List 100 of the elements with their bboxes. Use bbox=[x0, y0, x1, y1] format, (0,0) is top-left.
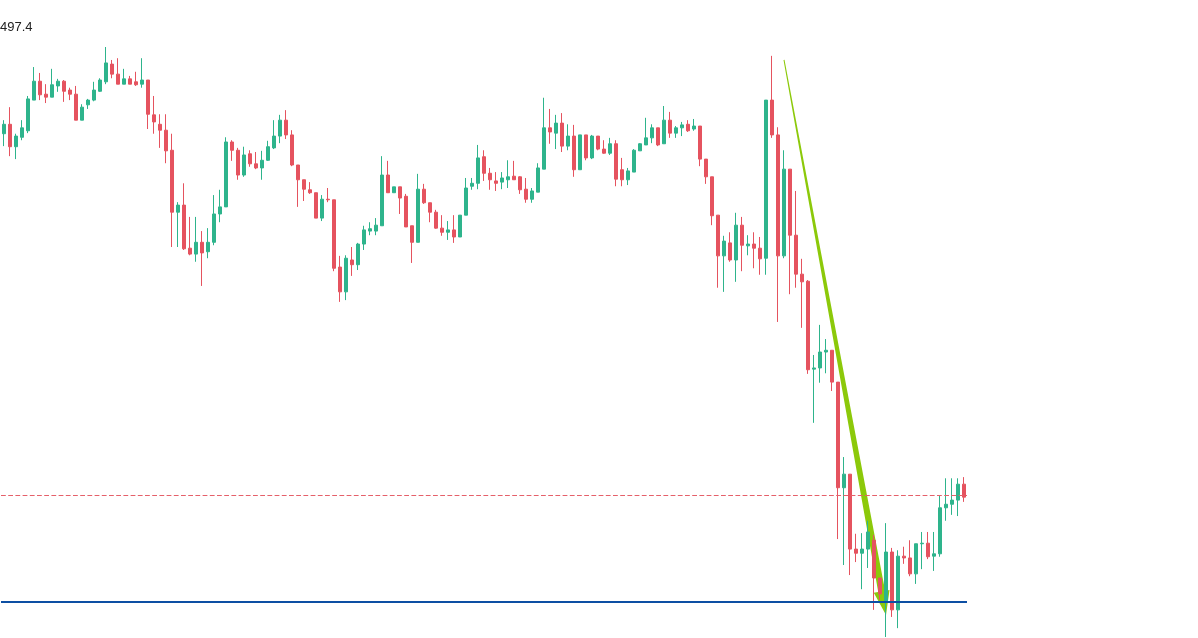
candlestick bbox=[536, 162, 540, 193]
candlestick bbox=[530, 187, 534, 204]
candlestick bbox=[50, 68, 54, 98]
candlestick bbox=[194, 216, 198, 263]
candlestick bbox=[62, 79, 66, 103]
candlestick bbox=[914, 543, 918, 585]
candlestick bbox=[878, 577, 882, 601]
candlestick bbox=[938, 495, 942, 558]
candlestick bbox=[950, 477, 954, 516]
candlestick bbox=[446, 220, 450, 241]
candlestick bbox=[716, 214, 720, 289]
candlestick bbox=[596, 135, 600, 151]
candlestick bbox=[392, 186, 396, 194]
candlestick bbox=[572, 124, 576, 178]
candlestick bbox=[206, 227, 210, 259]
candlestick bbox=[464, 177, 468, 216]
candlestick bbox=[554, 114, 558, 150]
candlestick bbox=[230, 139, 234, 162]
candlestick bbox=[734, 212, 738, 283]
candlestick bbox=[818, 324, 822, 384]
candlestick bbox=[590, 134, 594, 160]
candlestick bbox=[158, 113, 162, 149]
candlestick bbox=[722, 235, 726, 293]
candlestick bbox=[314, 192, 318, 219]
candlestick bbox=[560, 112, 564, 153]
candlestick bbox=[440, 214, 444, 237]
candlestick bbox=[584, 134, 588, 161]
candlestick bbox=[122, 68, 126, 85]
candlestick bbox=[884, 522, 888, 638]
candlestick bbox=[626, 167, 630, 186]
candlestick bbox=[116, 57, 120, 85]
candlestick bbox=[770, 55, 774, 139]
candlestick bbox=[380, 155, 384, 227]
candlestick bbox=[134, 71, 138, 87]
candlestick bbox=[728, 231, 732, 263]
candlestick bbox=[470, 177, 474, 191]
candlestick bbox=[20, 119, 24, 141]
candlestick bbox=[128, 75, 132, 85]
candlestick bbox=[524, 177, 528, 204]
candlestick bbox=[386, 160, 390, 194]
candlestick bbox=[764, 99, 768, 276]
candlestick bbox=[422, 183, 426, 205]
candlestick bbox=[644, 117, 648, 146]
candlestick bbox=[890, 547, 894, 618]
candlestick bbox=[512, 160, 516, 181]
candlestick bbox=[962, 476, 966, 503]
candlestick bbox=[254, 151, 258, 170]
candlestick bbox=[650, 123, 654, 144]
candlestick bbox=[356, 242, 360, 271]
candlestick bbox=[146, 79, 150, 130]
candlestick bbox=[80, 103, 84, 121]
candlestick bbox=[908, 539, 912, 577]
candlestick bbox=[290, 129, 294, 167]
candlestick bbox=[68, 87, 72, 101]
candlestick bbox=[224, 136, 228, 208]
candlestick bbox=[830, 349, 834, 392]
candlestick bbox=[500, 171, 504, 190]
candlestick bbox=[374, 217, 378, 236]
candlestick bbox=[920, 531, 924, 570]
candlestick bbox=[2, 119, 6, 147]
candlestick bbox=[896, 549, 900, 629]
candlestick bbox=[842, 456, 846, 566]
candlestick bbox=[8, 106, 12, 157]
candlestick bbox=[740, 216, 744, 272]
candlestick bbox=[932, 531, 936, 572]
candlestick bbox=[428, 202, 432, 223]
candlestick bbox=[452, 214, 456, 244]
candlestick bbox=[410, 225, 414, 264]
candlestick bbox=[242, 146, 246, 178]
candlestick bbox=[218, 189, 222, 223]
candlestick bbox=[302, 179, 306, 202]
candlestick bbox=[848, 473, 852, 576]
candlestick bbox=[812, 354, 816, 424]
candlestick bbox=[482, 149, 486, 182]
candlestick bbox=[368, 221, 372, 236]
candlestick bbox=[398, 186, 402, 215]
candlestick bbox=[800, 258, 804, 329]
candlestick bbox=[542, 97, 546, 170]
candlestick bbox=[338, 255, 342, 303]
candlestick bbox=[632, 148, 636, 173]
candlestick bbox=[152, 95, 156, 135]
candlestick bbox=[494, 171, 498, 192]
candlestick bbox=[320, 194, 324, 222]
candlestick bbox=[620, 157, 624, 187]
candlestick bbox=[140, 57, 144, 89]
candlestick bbox=[752, 231, 756, 269]
candlestick bbox=[956, 477, 960, 517]
candlestick bbox=[698, 125, 702, 167]
candlestick bbox=[686, 119, 690, 133]
candlestick bbox=[272, 119, 276, 150]
candlestick bbox=[86, 98, 90, 110]
candlestick bbox=[32, 66, 36, 101]
candlestick bbox=[38, 72, 42, 101]
candlestick bbox=[182, 182, 186, 251]
candlestick bbox=[278, 114, 282, 144]
candlestick bbox=[794, 190, 798, 289]
candlestick bbox=[944, 477, 948, 522]
candlestick bbox=[902, 546, 906, 565]
candlestick bbox=[506, 159, 510, 189]
candlestick bbox=[578, 134, 582, 171]
